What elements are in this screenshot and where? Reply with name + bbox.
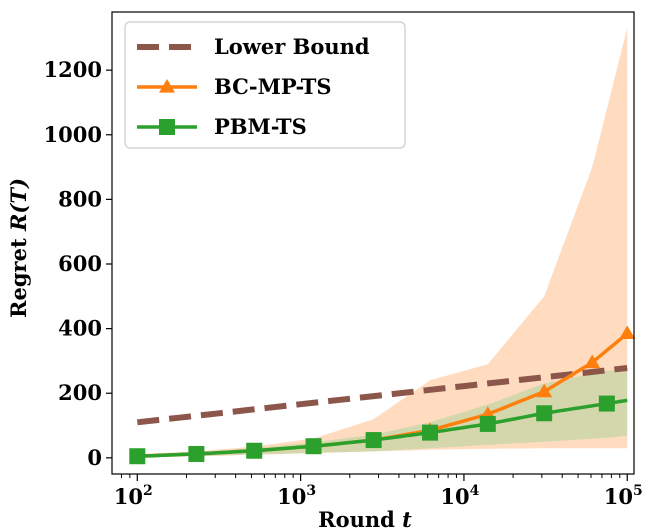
confidence-bands — [137, 28, 628, 458]
pbm-ts-point — [422, 424, 439, 441]
x-tick-label: 102 — [114, 483, 153, 509]
x-tick-label: 104 — [440, 483, 479, 509]
y-tick-label: 800 — [58, 186, 102, 211]
pbm-ts-point — [129, 448, 146, 465]
lower-bound-line — [136, 365, 628, 426]
axes: 0 200 400 600 800 1000 1200 102 103 104 105 Round t… — [6, 11, 643, 532]
x-tick-label: 103 — [277, 483, 316, 509]
pbm-ts-point — [479, 415, 496, 432]
y-tick-label: 1000 — [44, 122, 102, 147]
legend-box — [124, 21, 406, 149]
bc-mp-ts-point — [536, 383, 553, 398]
legend-label-pbm-ts: PBM-TS — [214, 114, 307, 139]
bc-mp-ts-point — [619, 325, 636, 340]
legend: Lower Bound BC-MP-TS PBM-TS — [124, 21, 406, 149]
x-tick-label: 105 — [604, 483, 643, 509]
legend-label-lower-bound: Lower Bound — [214, 34, 370, 59]
legend-marker-bc-mp-ts — [159, 79, 175, 93]
pbm-ts-point — [536, 405, 553, 422]
y-axis-title: Regret R(T) — [6, 178, 31, 318]
pbm-ts-point — [246, 442, 263, 459]
y-tick-label: 600 — [58, 251, 102, 276]
pbm-ts-point — [365, 432, 382, 449]
y-tick-label: 400 — [58, 316, 102, 341]
bc-mp-ts-point — [584, 354, 601, 369]
plot-frame — [111, 11, 635, 475]
pbm-ts-line — [137, 398, 628, 458]
bc-mp-ts-band — [137, 28, 628, 458]
series-markers — [129, 325, 636, 465]
y-tick-label: 0 — [87, 445, 102, 470]
pbm-ts-point — [188, 445, 205, 462]
legend-marker-pbm-ts — [159, 119, 175, 135]
pbm-ts-point — [305, 438, 322, 455]
x-axis-title: Round t — [318, 507, 412, 532]
pbm-ts-band — [137, 369, 628, 458]
y-tick-label: 200 — [58, 380, 102, 405]
legend-label-bc-mp-ts: BC-MP-TS — [214, 74, 332, 99]
y-tick-label: 1200 — [44, 57, 102, 82]
series-lines — [136, 332, 629, 458]
pbm-ts-point — [598, 395, 615, 412]
